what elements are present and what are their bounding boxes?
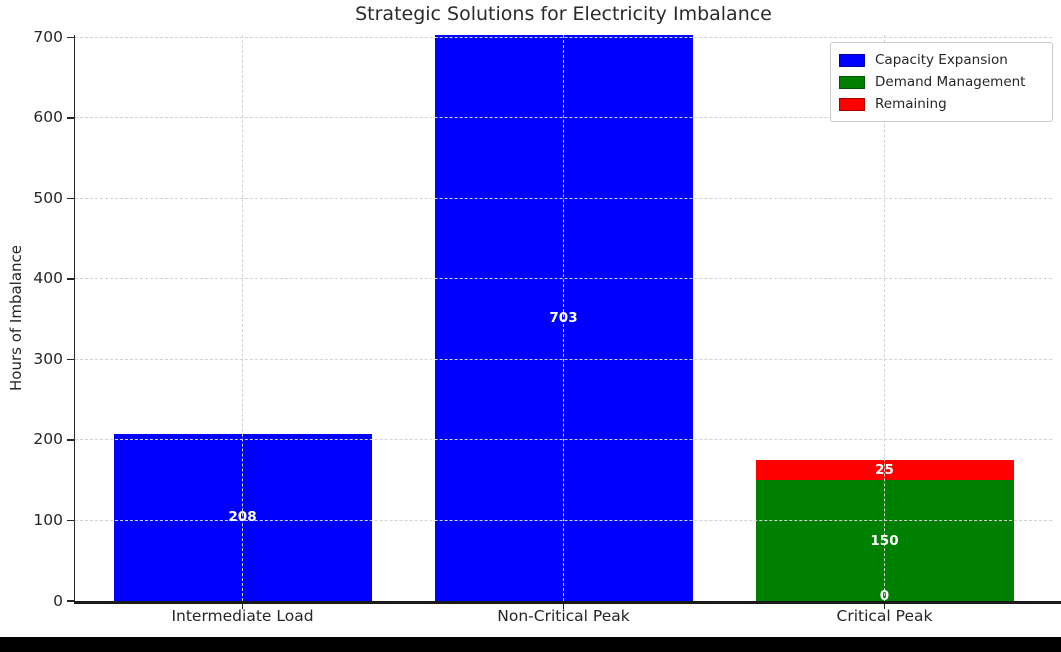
y-tick-mark xyxy=(67,519,74,522)
x-tick-mark xyxy=(883,603,886,609)
legend: Capacity Expansion Demand Management Remai… xyxy=(830,42,1053,122)
y-tick-label: 700 xyxy=(33,27,63,46)
x-tick-mark xyxy=(562,603,565,609)
y-tick-mark xyxy=(67,278,74,280)
legend-entry: Remaining xyxy=(839,93,1044,115)
y-tick-label: 500 xyxy=(33,188,63,207)
y-tick-mark xyxy=(67,600,74,602)
legend-entry: Demand Management xyxy=(839,71,1044,93)
x-tick-label: Critical Peak xyxy=(836,607,933,625)
legend-swatch xyxy=(839,75,865,89)
y-tick-label: 300 xyxy=(33,349,63,368)
bottom-bar xyxy=(0,637,1061,652)
bar-value-label: 150 xyxy=(870,532,899,549)
y-tick-label: 0 xyxy=(53,591,63,610)
x-tick-label: Intermediate Load xyxy=(171,607,314,625)
x-tick-mark xyxy=(241,603,244,609)
y-tick-label: 200 xyxy=(33,430,63,449)
legend-entry-label: Capacity Expansion xyxy=(875,52,1008,68)
y-tick-mark xyxy=(67,117,74,119)
bar-value-label: 208 xyxy=(228,509,257,526)
y-tick-mark xyxy=(67,36,74,39)
bar-value-label: 703 xyxy=(549,310,578,326)
bar-value-label: 0 xyxy=(879,588,890,604)
y-tick-label: 100 xyxy=(33,510,63,529)
y-tick-mark xyxy=(67,197,74,200)
plot-area: 208 703 150 25 0 xyxy=(75,35,1052,604)
y-tick-mark xyxy=(67,358,74,361)
chart-title: Strategic Solutions for Electricity Imba… xyxy=(355,3,772,25)
gridline-vertical xyxy=(563,35,564,601)
y-tick-label: 600 xyxy=(33,108,63,127)
y-tick-label: 400 xyxy=(33,269,63,288)
y-axis-spine xyxy=(73,35,76,603)
x-axis-spine xyxy=(74,601,1061,604)
x-tick-label: Non-Critical Peak xyxy=(497,607,630,625)
legend-entry-label: Remaining xyxy=(875,96,947,112)
gridline-vertical xyxy=(884,35,885,601)
legend-entry-label: Demand Management xyxy=(875,74,1026,90)
bar-value-label: 25 xyxy=(875,462,894,479)
y-axis-label: Hours of Imbalance xyxy=(7,244,25,392)
legend-entry: Capacity Expansion xyxy=(839,49,1044,71)
y-tick-mark xyxy=(67,439,74,441)
gridline-vertical xyxy=(242,35,243,601)
legend-swatch xyxy=(839,53,865,67)
legend-swatch xyxy=(839,97,865,111)
